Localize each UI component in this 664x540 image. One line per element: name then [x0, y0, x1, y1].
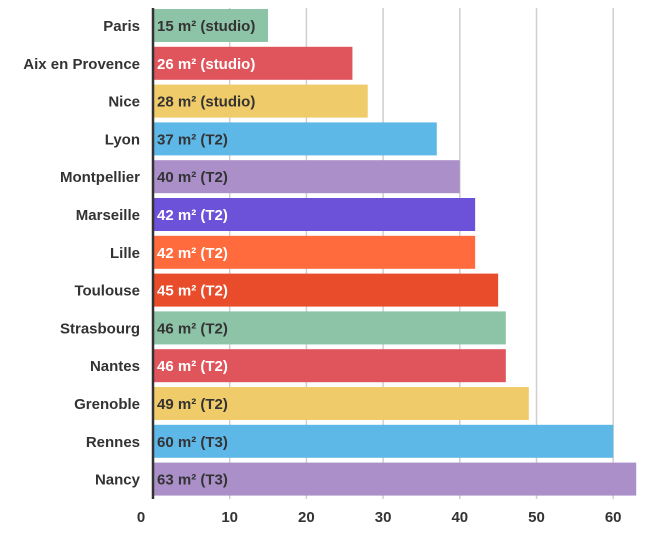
bar-data-label: 42 m² (T2)	[157, 245, 228, 262]
bar-data-label: 40 m² (T2)	[157, 169, 228, 186]
bar-8	[153, 311, 506, 345]
bar-10	[153, 387, 529, 420]
x-tick-label: 40	[451, 509, 468, 526]
bar-1	[153, 46, 353, 80]
category-label: Lyon	[105, 131, 140, 148]
category-label: Paris	[103, 18, 140, 35]
bar-6	[153, 235, 476, 269]
category-label: Nice	[108, 94, 140, 111]
category-label: Strasbourg	[60, 320, 140, 337]
category-labels: Paris Aix en Provence Nice Lyon Montpellier M…	[23, 18, 140, 489]
x-tick-label: 30	[375, 509, 392, 526]
category-label: Lille	[110, 245, 140, 262]
bar-data-label: 60 m² (T3)	[157, 434, 228, 451]
bar-7	[153, 273, 499, 307]
category-label: Nancy	[95, 472, 141, 489]
x-tick-label: 0	[137, 509, 145, 526]
bar-data-label: 45 m² (T2)	[157, 283, 228, 300]
bar-data-label: 28 m² (studio)	[157, 94, 255, 111]
bar-data-label: 26 m² (studio)	[157, 56, 255, 73]
bar-9	[153, 349, 506, 383]
bar-11	[153, 424, 614, 458]
bar-data-label: 46 m² (T2)	[157, 320, 228, 337]
bar-4	[153, 160, 460, 194]
category-label: Toulouse	[74, 283, 140, 300]
x-tick-label: 20	[298, 509, 315, 526]
category-label: Grenoble	[74, 396, 140, 413]
bar-data-label: 37 m² (T2)	[157, 131, 228, 148]
bars: 15 m² (studio) 26 m² (studio) 28 m² (studi…	[153, 9, 637, 496]
category-label: Montpellier	[60, 169, 140, 186]
bar-data-label: 15 m² (studio)	[157, 18, 255, 35]
bar-data-label: 42 m² (T2)	[157, 207, 228, 224]
bar-data-label: 46 m² (T2)	[157, 358, 228, 375]
bar-5	[153, 198, 476, 231]
bar-12	[153, 462, 637, 496]
x-tick-label: 50	[528, 509, 545, 526]
bar-3	[153, 122, 437, 156]
x-tick-labels: 0 10 20 30 40 50 60	[137, 509, 622, 526]
category-label: Marseille	[76, 207, 140, 224]
category-label: Rennes	[86, 434, 140, 451]
bar-2	[153, 84, 368, 118]
bar-0	[153, 9, 269, 42]
x-tick-label: 60	[605, 509, 622, 526]
category-label: Aix en Provence	[23, 56, 140, 73]
bar-data-label: 63 m² (T3)	[157, 472, 228, 489]
category-label: Nantes	[90, 358, 140, 375]
bar-data-label: 49 m² (T2)	[157, 396, 228, 413]
x-tick-label: 10	[221, 509, 238, 526]
